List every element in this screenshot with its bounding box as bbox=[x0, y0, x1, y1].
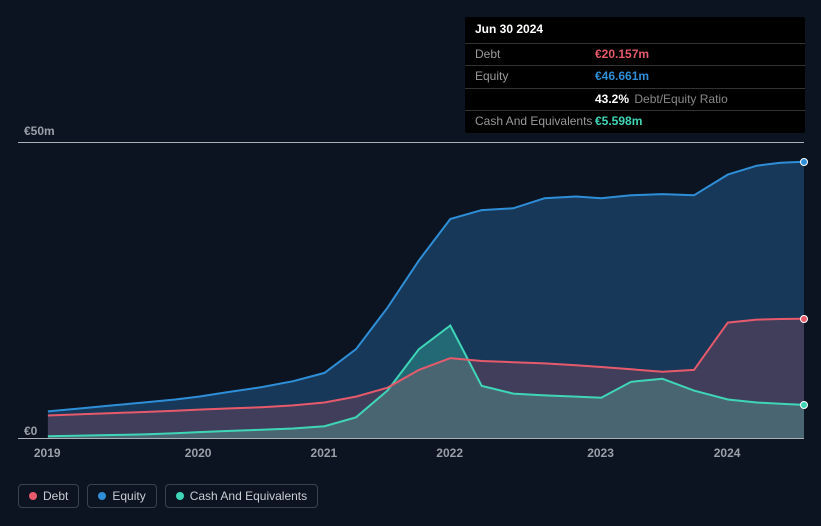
legend-item-label: Cash And Equivalents bbox=[190, 489, 307, 503]
legend-item-label: Equity bbox=[112, 489, 145, 503]
x-axis-label: 2020 bbox=[185, 446, 212, 460]
x-axis-label: 2019 bbox=[34, 446, 61, 460]
x-axis-label: 2022 bbox=[436, 446, 463, 460]
tooltip-row-label bbox=[475, 92, 595, 108]
tooltip-row: Cash And Equivalents€5.598m bbox=[465, 110, 805, 133]
chart-container: Jun 30 2024 Debt€20.157mEquity€46.661m43… bbox=[0, 0, 821, 526]
x-axis-label: 2023 bbox=[587, 446, 614, 460]
tooltip-date: Jun 30 2024 bbox=[465, 17, 805, 43]
x-axis-label: 2021 bbox=[311, 446, 338, 460]
legend-dot-icon bbox=[98, 492, 106, 500]
tooltip-row: Equity€46.661m bbox=[465, 65, 805, 88]
legend-dot-icon bbox=[29, 492, 37, 500]
tooltip-row: 43.2% Debt/Equity Ratio bbox=[465, 88, 805, 111]
cash-end-dot bbox=[800, 401, 808, 409]
tooltip-row-value: €5.598m bbox=[595, 114, 642, 130]
legend-item-equity[interactable]: Equity bbox=[87, 484, 156, 508]
tooltip-row: Debt€20.157m bbox=[465, 43, 805, 66]
legend-item-label: Debt bbox=[43, 489, 68, 503]
data-tooltip: Jun 30 2024 Debt€20.157mEquity€46.661m43… bbox=[465, 17, 805, 133]
legend-item-debt[interactable]: Debt bbox=[18, 484, 79, 508]
equity-end-dot bbox=[800, 158, 808, 166]
tooltip-row-label: Equity bbox=[475, 69, 595, 85]
legend-item-cash-and-equivalents[interactable]: Cash And Equivalents bbox=[165, 484, 318, 508]
axis-line-top bbox=[18, 142, 804, 143]
chart-legend: Debt Equity Cash And Equivalents bbox=[18, 484, 318, 508]
tooltip-row-value: 43.2% Debt/Equity Ratio bbox=[595, 92, 728, 108]
y-axis-max-label: €50m bbox=[24, 124, 55, 138]
tooltip-row-value: €46.661m bbox=[595, 69, 649, 85]
x-axis-label: 2024 bbox=[714, 446, 741, 460]
axis-line-bottom bbox=[18, 438, 804, 439]
tooltip-row-label: Cash And Equivalents bbox=[475, 114, 595, 130]
tooltip-row-suffix: Debt/Equity Ratio bbox=[631, 92, 728, 106]
legend-dot-icon bbox=[176, 492, 184, 500]
debt-end-dot bbox=[800, 315, 808, 323]
chart-plot-area bbox=[18, 142, 804, 438]
tooltip-row-value: €20.157m bbox=[595, 47, 649, 63]
tooltip-row-label: Debt bbox=[475, 47, 595, 63]
